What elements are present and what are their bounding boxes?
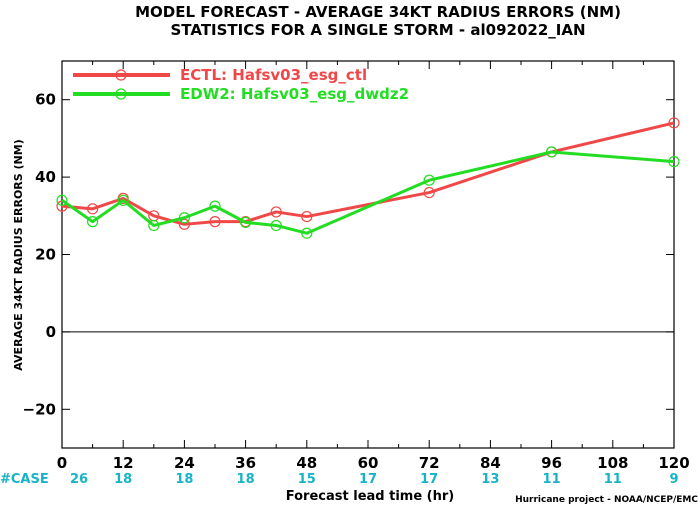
case-count: 18 bbox=[175, 472, 193, 487]
case-count: 11 bbox=[543, 472, 561, 487]
data-point-1 bbox=[270, 219, 282, 232]
case-count: 18 bbox=[237, 472, 255, 487]
legend-label-1: EDW2: Hafsv03_esg_dwdz2 bbox=[180, 85, 409, 103]
case-count: 17 bbox=[420, 472, 438, 487]
series-line-0 bbox=[61, 121, 675, 226]
legend-marker-0 bbox=[115, 69, 127, 81]
y-tick-label: −20 bbox=[23, 400, 56, 418]
x-tick-label: 108 bbox=[597, 454, 628, 472]
x-axis-label: Forecast lead time (hr) bbox=[286, 489, 454, 504]
x-tick-label: 120 bbox=[658, 454, 689, 472]
data-point-1 bbox=[86, 216, 99, 228]
x-tick-label: 36 bbox=[235, 454, 256, 472]
case-label: #CASE bbox=[0, 472, 49, 487]
case-count: 26 bbox=[70, 472, 88, 487]
chart-title-line-1: MODEL FORECAST - AVERAGE 34KT RADIUS ERR… bbox=[135, 3, 621, 21]
data-point-1 bbox=[668, 156, 680, 168]
y-tick-label: 20 bbox=[35, 246, 56, 264]
x-tick-label: 0 bbox=[57, 454, 67, 472]
data-point-0 bbox=[668, 117, 680, 129]
chart-title-line-2: STATISTICS FOR A SINGLE STORM - al092022… bbox=[171, 21, 586, 39]
data-point-0 bbox=[270, 206, 282, 218]
credit-text: Hurricane project - NOAA/NCEP/EMC bbox=[515, 495, 698, 505]
data-point-1 bbox=[148, 219, 160, 232]
y-axis-label: AVERAGE 34KT RADIUS ERRORS (NM) bbox=[12, 139, 25, 370]
series-line-1 bbox=[61, 150, 675, 235]
data-point-1 bbox=[545, 146, 558, 158]
case-count: 17 bbox=[359, 472, 377, 487]
x-tick-label: 72 bbox=[419, 454, 440, 472]
y-tick-label: 40 bbox=[35, 168, 56, 186]
data-point-1 bbox=[117, 194, 129, 206]
data-point-1 bbox=[178, 212, 190, 224]
case-count: 15 bbox=[298, 472, 316, 487]
x-tick-label: 60 bbox=[358, 454, 379, 472]
data-point-0 bbox=[86, 203, 99, 215]
case-count: 13 bbox=[481, 472, 499, 487]
data-point-1 bbox=[301, 227, 313, 239]
case-count: 9 bbox=[669, 472, 678, 487]
case-count: 18 bbox=[114, 472, 132, 487]
x-tick-label: 96 bbox=[541, 454, 562, 472]
data-point-0 bbox=[423, 186, 435, 199]
y-tick-label: 60 bbox=[35, 91, 56, 109]
data-point-0 bbox=[301, 210, 313, 223]
x-tick-label: 84 bbox=[480, 454, 501, 472]
x-tick-label: 12 bbox=[113, 454, 134, 472]
data-point-0 bbox=[178, 218, 190, 230]
x-tick-label: 24 bbox=[174, 454, 195, 472]
y-tick-label: 0 bbox=[46, 323, 56, 341]
case-count: 11 bbox=[604, 472, 622, 487]
data-point-1 bbox=[423, 174, 435, 186]
legend-label-0: ECTL: Hafsv03_esg_ctl bbox=[180, 66, 367, 84]
x-tick-label: 48 bbox=[296, 454, 317, 472]
data-point-1 bbox=[240, 216, 252, 228]
plot-frame bbox=[61, 60, 675, 449]
legend-marker-1 bbox=[115, 88, 127, 100]
data-point-0 bbox=[209, 216, 221, 228]
data-point-1 bbox=[209, 200, 221, 212]
data-point-1 bbox=[56, 194, 68, 206]
